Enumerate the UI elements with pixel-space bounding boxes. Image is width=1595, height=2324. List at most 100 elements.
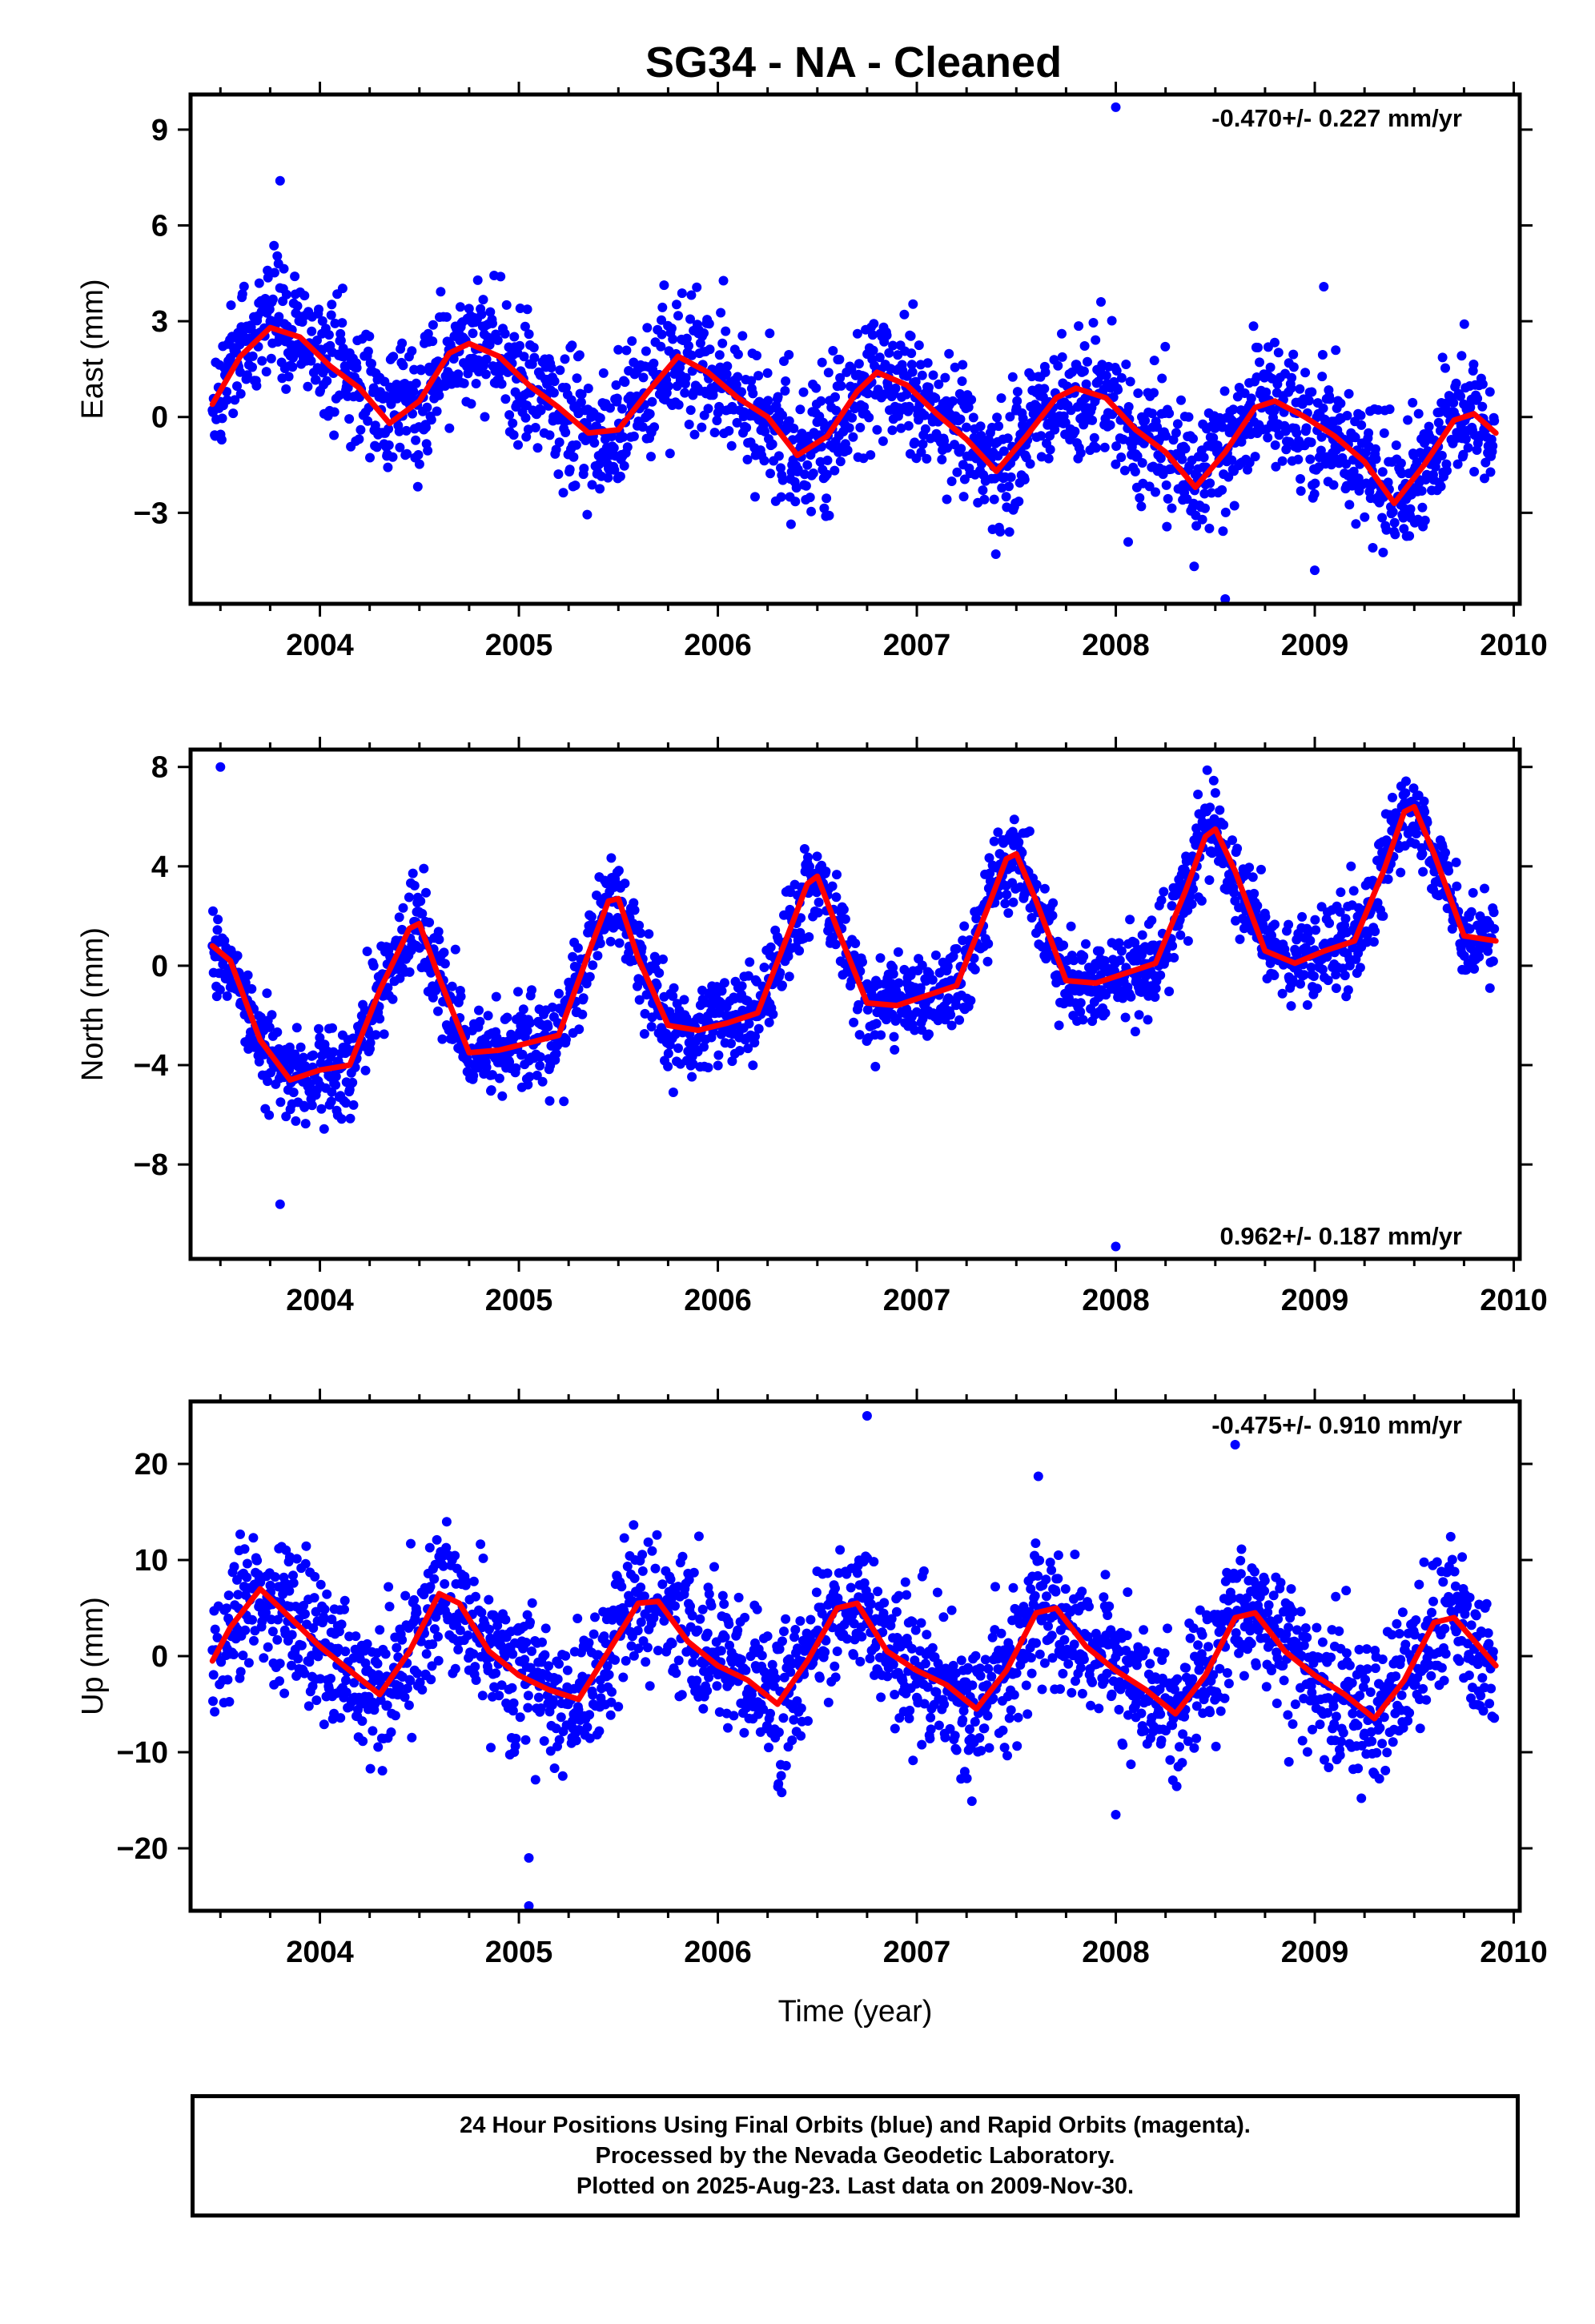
data-point	[1388, 507, 1398, 517]
data-point	[273, 1614, 283, 1625]
data-point	[1246, 393, 1256, 404]
data-point	[894, 978, 904, 988]
data-point	[1311, 925, 1321, 935]
data-point	[288, 1570, 298, 1581]
data-point	[1150, 992, 1160, 1002]
data-point	[1188, 433, 1198, 444]
data-point	[1050, 424, 1060, 435]
data-point	[522, 1026, 532, 1036]
data-point	[804, 932, 814, 942]
data-point	[951, 943, 962, 954]
data-point	[775, 967, 785, 978]
data-point	[1424, 421, 1434, 432]
data-point	[1265, 362, 1276, 372]
data-point	[874, 352, 885, 363]
data-point	[322, 1589, 332, 1599]
data-point	[351, 1631, 361, 1642]
data-point	[357, 1716, 368, 1727]
data-point	[1107, 316, 1117, 326]
data-point	[1091, 335, 1101, 345]
data-point	[1433, 417, 1444, 428]
data-point	[354, 434, 364, 444]
data-point	[413, 450, 424, 460]
data-point	[762, 368, 773, 378]
data-point	[518, 1004, 528, 1015]
data-point	[781, 376, 791, 386]
data-point	[520, 412, 531, 423]
data-point	[1284, 919, 1294, 930]
data-point	[367, 359, 376, 369]
data-point	[459, 378, 469, 388]
data-point	[789, 424, 799, 433]
data-point	[247, 362, 257, 372]
data-point	[331, 1080, 341, 1090]
data-point	[717, 338, 728, 348]
data-point	[1310, 478, 1320, 489]
data-point	[421, 422, 431, 432]
data-point	[1378, 911, 1388, 921]
data-point	[208, 1670, 219, 1680]
data-point	[254, 278, 264, 288]
data-point	[727, 1056, 737, 1067]
data-point	[1119, 465, 1130, 476]
data-point	[481, 1062, 492, 1072]
data-point	[904, 401, 914, 412]
data-point	[394, 426, 404, 436]
data-point	[840, 914, 850, 924]
data-point	[426, 415, 436, 425]
data-point	[1348, 466, 1359, 476]
data-point	[1297, 911, 1308, 922]
data-point	[1197, 514, 1207, 525]
data-point	[1024, 826, 1035, 836]
data-point	[713, 1050, 724, 1060]
data-point	[1440, 363, 1450, 373]
data-point	[1159, 887, 1169, 897]
y-tick-label: −4	[134, 1049, 168, 1083]
data-point	[794, 946, 805, 956]
data-point	[1095, 946, 1105, 956]
data-point	[1301, 423, 1312, 433]
data-point	[266, 353, 276, 364]
data-point	[335, 336, 346, 346]
data-point	[1460, 434, 1471, 444]
data-point	[1413, 408, 1424, 419]
data-point	[663, 1061, 673, 1072]
data-point	[371, 1030, 381, 1040]
chart-title: SG34 - NA - Cleaned	[645, 38, 1062, 86]
data-point	[784, 416, 794, 426]
data-point	[916, 447, 926, 457]
data-point	[1250, 452, 1260, 462]
y-tick-label: −3	[134, 497, 168, 530]
data-point	[471, 1675, 481, 1685]
data-point	[663, 1048, 673, 1059]
data-point	[1343, 985, 1353, 995]
data-point	[956, 444, 966, 454]
data-point	[570, 480, 581, 491]
data-point	[629, 905, 640, 915]
data-point	[890, 1044, 900, 1055]
data-point	[822, 469, 832, 480]
data-point	[1005, 412, 1015, 422]
data-point	[790, 497, 801, 507]
data-point	[341, 1098, 351, 1108]
data-point	[864, 412, 874, 423]
data-point	[1335, 907, 1345, 917]
data-point	[520, 1655, 530, 1665]
data-point	[1307, 387, 1317, 397]
data-point	[1317, 964, 1328, 975]
data-point	[314, 1023, 323, 1034]
data-point	[1416, 486, 1427, 496]
data-point	[882, 330, 892, 340]
data-point	[537, 1076, 548, 1087]
data-point	[1014, 837, 1024, 847]
data-point	[222, 395, 232, 405]
data-point	[687, 350, 697, 360]
data-point	[395, 973, 405, 983]
data-point	[619, 460, 629, 471]
data-point	[1452, 459, 1463, 469]
data-point	[261, 1607, 271, 1618]
data-point	[976, 430, 986, 440]
data-point	[496, 379, 507, 389]
data-point	[1199, 489, 1210, 499]
data-point	[264, 304, 275, 315]
